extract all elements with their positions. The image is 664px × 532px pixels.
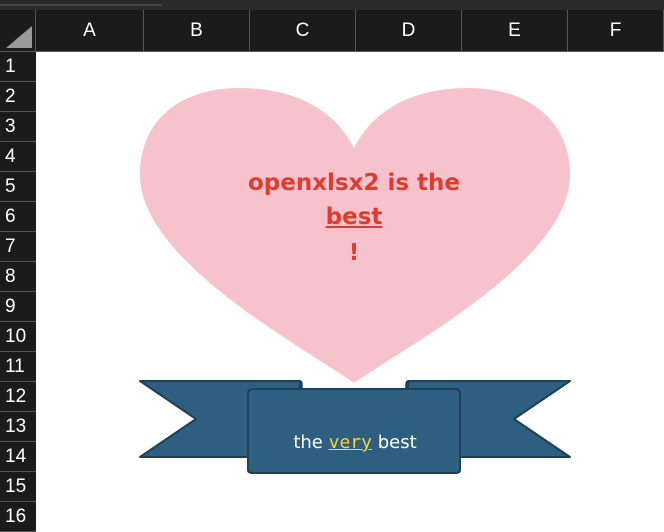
- heart-text-best: best: [325, 204, 383, 230]
- heart-text-line2: best: [230, 204, 478, 230]
- header-divider: [0, 51, 664, 52]
- name-box[interactable]: [0, 4, 162, 6]
- ribbon-text: the very best: [250, 432, 460, 453]
- row-header-15[interactable]: 15: [0, 472, 36, 502]
- column-header-b[interactable]: B: [144, 10, 250, 52]
- row-header-3[interactable]: 3: [0, 112, 36, 142]
- column-header-c[interactable]: C: [250, 10, 356, 52]
- select-all-corner[interactable]: [0, 10, 36, 52]
- column-header-a[interactable]: A: [36, 10, 144, 52]
- ribbon-text-after: best: [371, 432, 417, 453]
- row-header-9[interactable]: 9: [0, 292, 36, 322]
- row-header-1[interactable]: 1: [0, 52, 36, 82]
- ribbon-text-before: the: [293, 432, 329, 453]
- ribbon-banner[interactable]: [139, 380, 571, 474]
- row-header-7[interactable]: 7: [0, 232, 36, 262]
- row-header-2[interactable]: 2: [0, 82, 36, 112]
- row-header-12[interactable]: 12: [0, 382, 36, 412]
- row-header-6[interactable]: 6: [0, 202, 36, 232]
- row-header-13[interactable]: 13: [0, 412, 36, 442]
- row-header-4[interactable]: 4: [0, 142, 36, 172]
- row-header-10[interactable]: 10: [0, 322, 36, 352]
- row-header-11[interactable]: 11: [0, 352, 36, 382]
- row-header-14[interactable]: 14: [0, 442, 36, 472]
- select-all-triangle-icon: [6, 26, 32, 48]
- column-header-e[interactable]: E: [462, 10, 568, 52]
- ribbon-center-band: [247, 388, 461, 474]
- title-bar: [0, 0, 664, 10]
- heart-text-line1: openxlsx2 is the: [247, 170, 461, 196]
- row-header-8[interactable]: 8: [0, 262, 36, 292]
- heart-shape[interactable]: [140, 88, 570, 383]
- ribbon-text-emphasis: very: [328, 432, 372, 453]
- column-header-d[interactable]: D: [356, 10, 462, 52]
- heart-text-line3: !: [348, 240, 360, 266]
- row-header-5[interactable]: 5: [0, 172, 36, 202]
